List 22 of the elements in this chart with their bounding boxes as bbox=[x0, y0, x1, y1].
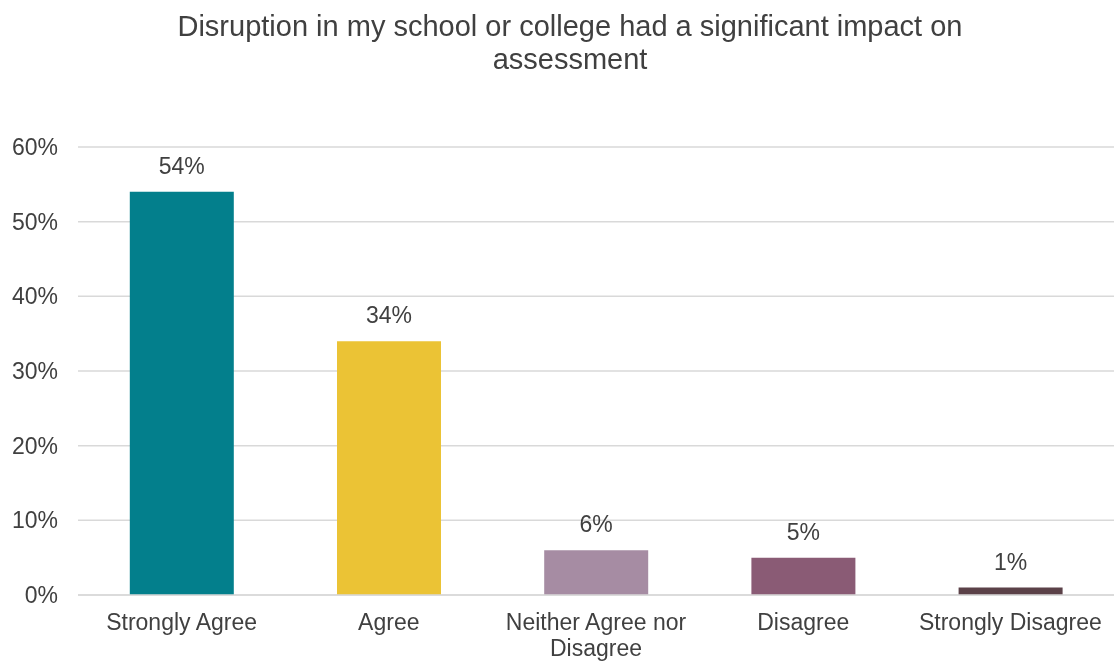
x-tick-label: Agree bbox=[358, 609, 420, 636]
x-tick-label: Strongly Agree bbox=[106, 609, 258, 636]
data-label: 6% bbox=[579, 511, 613, 538]
bar bbox=[544, 550, 649, 595]
chart-title: Disruption in my school or college had a significant impact on assessment bbox=[176, 10, 964, 76]
data-label: 1% bbox=[993, 548, 1028, 575]
y-tick-label: 0% bbox=[24, 582, 58, 609]
data-label: 34% bbox=[365, 302, 413, 329]
bar bbox=[129, 191, 234, 595]
x-tick-label: Disagree bbox=[757, 609, 850, 636]
y-tick-label: 20% bbox=[11, 432, 58, 459]
data-label: 5% bbox=[786, 518, 821, 545]
y-tick-label: 60% bbox=[11, 134, 58, 161]
x-tick-label: Strongly Disagree bbox=[918, 609, 1102, 636]
y-tick-label: 30% bbox=[11, 358, 58, 385]
y-tick-label: 40% bbox=[11, 283, 58, 310]
x-tick-label: Neither Agree nor Disagree bbox=[505, 609, 687, 662]
data-label: 54% bbox=[158, 152, 205, 179]
y-tick-label: 10% bbox=[11, 507, 58, 534]
bar bbox=[751, 557, 856, 595]
y-tick-label: 50% bbox=[11, 208, 58, 235]
bar bbox=[337, 341, 441, 595]
